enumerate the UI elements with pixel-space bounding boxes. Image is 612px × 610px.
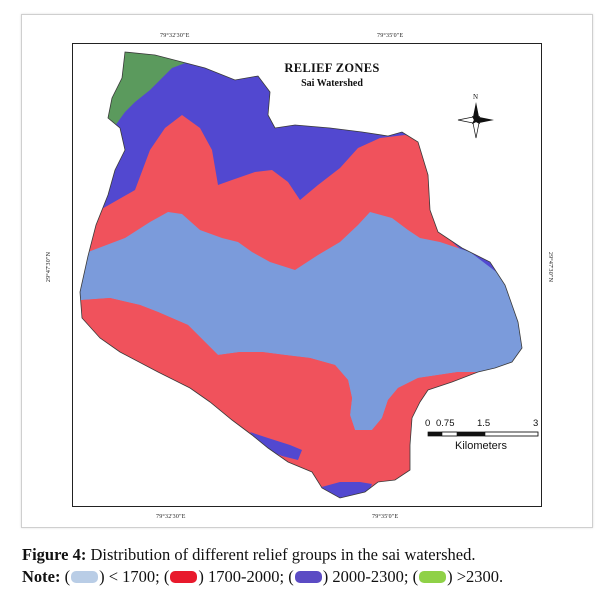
north-label: N (473, 93, 479, 101)
figure-label: Figure 4: (22, 545, 87, 564)
coord-top-left: 79°32'30"E (160, 33, 190, 39)
scale-tick-15: 1.5 (477, 418, 491, 429)
scale-tick-0: 0 (425, 418, 431, 429)
caption-line-1: Figure 4: Distribution of different reli… (22, 544, 503, 566)
scale-tick-3: 3 (533, 418, 539, 429)
legend-swatch-2000-2300 (294, 571, 322, 583)
figure-text: Distribution of different relief groups … (86, 545, 476, 564)
north-arrow-icon (457, 102, 494, 139)
legend-text-below-1700: < 1700; (108, 567, 160, 586)
legend-text-above-2300: >2300. (456, 567, 504, 586)
note-label: Note: (22, 567, 61, 586)
zone-below-1700 (80, 212, 522, 430)
legend-text-2000-2300: 2000-2300; (332, 567, 409, 586)
scale-bar (427, 431, 539, 437)
map-subtitle: Sai Watershed (301, 78, 363, 89)
legend-swatch-above-2300 (419, 571, 447, 583)
zone-2000-2300-pocket-bottom (250, 432, 372, 498)
scale-tick-075: 0.75 (436, 418, 455, 429)
coord-bottom-right: 79°35'0"E (372, 514, 399, 520)
watershed-outline (79, 51, 523, 499)
scale-unit: Kilometers (455, 440, 507, 452)
map-title: RELIEF ZONES (284, 61, 380, 75)
legend-swatch-1700-2000 (170, 571, 198, 583)
legend-text-1700-2000: 1700-2000; (208, 567, 285, 586)
coord-top-right: 79°35'0"E (377, 33, 404, 39)
coord-bottom-left: 79°32'30"E (156, 514, 186, 520)
legend-swatch-below-1700 (71, 571, 99, 583)
caption-line-2: Note: () < 1700; () 1700-2000; () 2000-2… (22, 567, 504, 586)
figure-caption: Figure 4: Distribution of different reli… (22, 544, 503, 588)
